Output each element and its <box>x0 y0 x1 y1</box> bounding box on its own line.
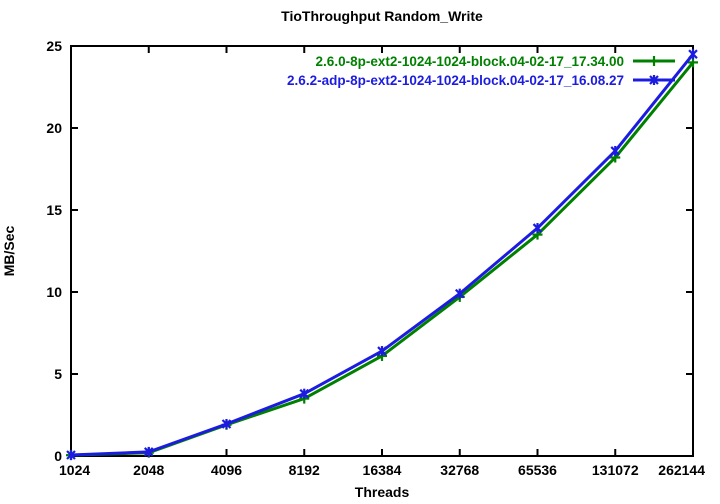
asterisk-marker <box>299 388 310 399</box>
series-0 <box>66 57 698 461</box>
x-tick-label: 16384 <box>363 462 402 478</box>
plus-marker-line-icon <box>633 56 675 66</box>
plot-border <box>70 45 694 457</box>
x-tick-label: 65536 <box>518 462 557 478</box>
asterisk-marker <box>221 419 232 430</box>
x-tick-label: 32768 <box>440 462 479 478</box>
x-tick-label: 1024 <box>59 462 90 478</box>
y-tick-label: 15 <box>46 202 62 218</box>
x-tick-label: 262144 <box>658 462 705 478</box>
asterisk-marker-line-icon <box>633 75 675 85</box>
x-tick-label: 131072 <box>592 462 639 478</box>
y-tick-label: 25 <box>46 38 62 54</box>
chart-title: TioThroughput Random_Write <box>281 8 483 24</box>
legend-label-series-1: 2.6.2-adp-8p-ext2-1024-1024-block.04-02-… <box>287 72 624 88</box>
asterisk-marker <box>66 450 76 461</box>
x-tick-label: 4096 <box>211 462 242 478</box>
asterisk-marker <box>649 75 659 85</box>
legend: 2.6.0-8p-ext2-1024-1024-block.04-02-17_1… <box>287 52 676 89</box>
series-1 <box>66 49 698 461</box>
y-tick-label: 20 <box>46 120 62 136</box>
legend-row-series-0: 2.6.0-8p-ext2-1024-1024-block.04-02-17_1… <box>287 52 676 70</box>
plus-marker <box>649 56 659 66</box>
asterisk-marker <box>454 288 465 299</box>
y-tick-label: 10 <box>46 284 62 300</box>
y-axis-label: MB/Sec <box>1 225 17 277</box>
x-tick-label: 8192 <box>289 462 320 478</box>
asterisk-marker <box>532 223 543 234</box>
series-line-0 <box>70 61 695 457</box>
x-tick-label: 2048 <box>133 462 164 478</box>
x-axis-label: Threads <box>354 484 410 500</box>
y-tick-label: 5 <box>54 366 62 382</box>
y-tick-label: 0 <box>54 448 62 464</box>
asterisk-marker <box>143 446 154 457</box>
asterisk-marker <box>688 49 698 60</box>
legend-row-series-1: 2.6.2-adp-8p-ext2-1024-1024-block.04-02-… <box>287 71 676 89</box>
legend-label-series-0: 2.6.0-8p-ext2-1024-1024-block.04-02-17_1… <box>315 53 624 69</box>
asterisk-marker <box>377 346 387 357</box>
series-line-1 <box>70 53 695 457</box>
asterisk-marker <box>610 145 621 156</box>
